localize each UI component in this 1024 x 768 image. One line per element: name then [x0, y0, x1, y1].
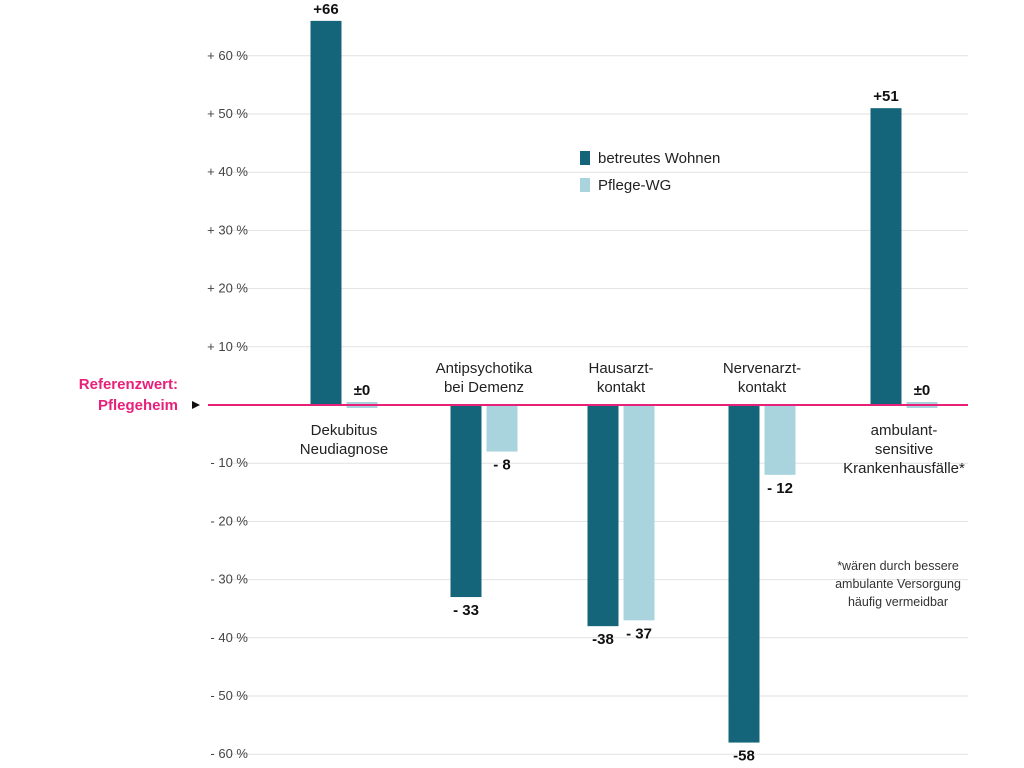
category-label: Nervenarzt-: [723, 360, 801, 377]
footnote: *wären durch bessere: [837, 559, 959, 573]
data-label: +51: [873, 88, 898, 105]
legend-label: Pflege-WG: [598, 177, 671, 194]
data-label: - 33: [453, 602, 479, 619]
category-label: sensitive: [875, 441, 933, 458]
y-tick-label: + 10 %: [207, 339, 248, 354]
category-label: Antipsychotika: [436, 360, 533, 377]
y-tick-label: - 20 %: [210, 513, 248, 528]
category-label: bei Demenz: [444, 379, 524, 396]
category-label: Krankenhausfälle*: [843, 460, 965, 477]
legend-swatch: [580, 178, 590, 192]
bar-betreutes-wohnen: [450, 405, 482, 598]
data-label: ±0: [354, 382, 371, 399]
reference-label: Pflegeheim: [98, 397, 178, 414]
footnote: häufig vermeidbar: [848, 595, 948, 609]
y-tick-label: - 40 %: [210, 630, 248, 645]
bar-betreutes-wohnen: [728, 405, 760, 743]
y-tick-label: - 30 %: [210, 572, 248, 587]
category-label: ambulant-: [871, 422, 938, 439]
y-tick-label: - 10 %: [210, 455, 248, 470]
y-tick-label: + 20 %: [207, 281, 248, 296]
data-label: - 8: [493, 457, 511, 474]
y-tick-label: + 30 %: [207, 222, 248, 237]
category-label: Neudiagnose: [300, 441, 388, 458]
data-label: - 37: [626, 625, 652, 642]
y-tick-label: - 60 %: [210, 746, 248, 761]
bar-pflege-wg: [486, 405, 518, 452]
bar-betreutes-wohnen: [870, 108, 902, 406]
legend-label: betreutes Wohnen: [598, 150, 720, 167]
y-tick-label: + 40 %: [207, 164, 248, 179]
legend-swatch: [580, 151, 590, 165]
bar-pflege-wg: [623, 405, 655, 621]
bar-betreutes-wohnen: [310, 20, 342, 405]
data-label: -38: [592, 631, 614, 648]
y-tick-label: + 50 %: [207, 106, 248, 121]
data-label: ±0: [914, 382, 931, 399]
footnote: ambulante Versorgung: [835, 577, 961, 591]
category-label: kontakt: [597, 379, 646, 396]
reference-label: Referenzwert:: [79, 376, 178, 393]
y-tick-label: + 60 %: [207, 48, 248, 63]
category-label: Dekubitus: [311, 422, 378, 439]
y-tick-label: - 50 %: [210, 688, 248, 703]
category-label: kontakt: [738, 379, 787, 396]
data-label: - 12: [767, 480, 793, 497]
data-label: -58: [733, 748, 755, 765]
data-label: +66: [313, 1, 338, 18]
reference-arrow-icon: [192, 401, 200, 409]
category-label: Hausarzt-: [588, 360, 653, 377]
bar-pflege-wg: [764, 405, 796, 475]
bar-betreutes-wohnen: [587, 405, 619, 627]
